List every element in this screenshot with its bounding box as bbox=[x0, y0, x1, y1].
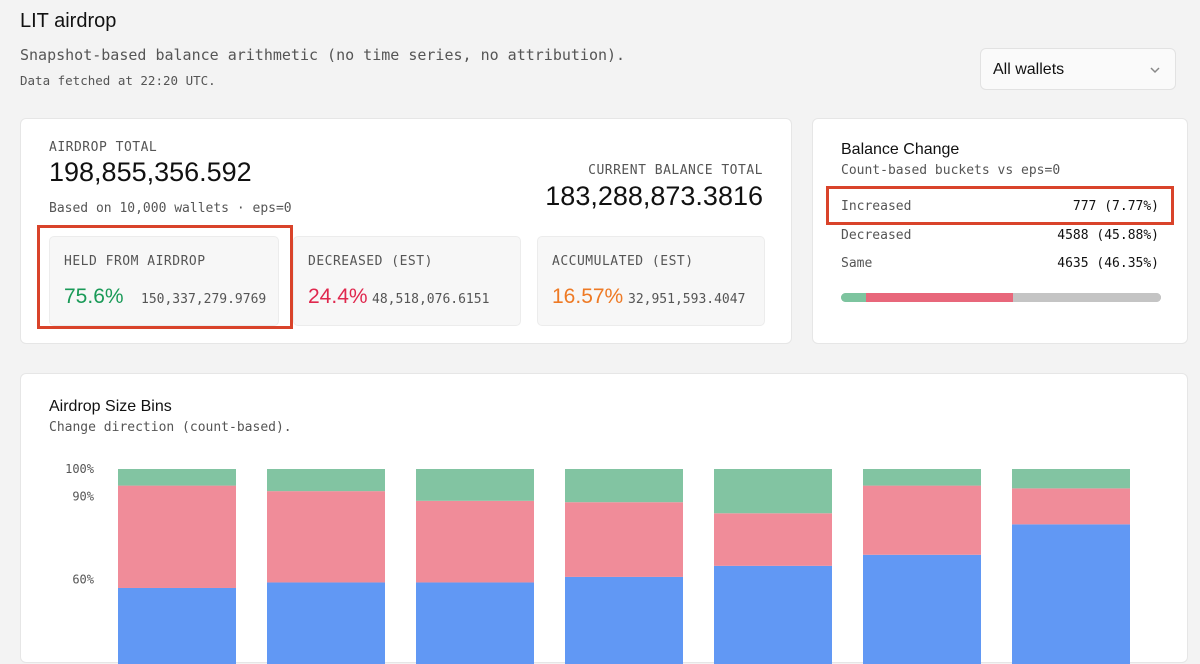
balance-row-value: 4635 (46.35%) bbox=[1057, 256, 1159, 271]
accumulated-tile: ACCUMULATED (EST) 16.57% 32,951,593.4047 bbox=[537, 236, 765, 326]
bar-segment-same bbox=[416, 582, 534, 664]
balance-change-title: Balance Change bbox=[841, 141, 960, 158]
bins-subtitle: Change direction (count-based). bbox=[49, 420, 292, 435]
bar-segment-increased bbox=[565, 469, 683, 503]
balance-distribution-bar bbox=[841, 293, 1161, 302]
bar-segment-same bbox=[1012, 524, 1130, 664]
bar-segment-same bbox=[863, 554, 981, 664]
accumulated-amount: 32,951,593.4047 bbox=[628, 292, 746, 307]
decreased-tile: DECREASED (EST) 24.4% 48,518,076.6151 bbox=[293, 236, 521, 326]
y-tick-label: 90% bbox=[72, 490, 94, 504]
held-label: HELD FROM AIRDROP bbox=[64, 254, 206, 269]
balance-row-name: Increased bbox=[841, 199, 912, 214]
summary-card: AIRDROP TOTAL 198,855,356.592 Based on 1… bbox=[20, 118, 792, 344]
current-balance-label: CURRENT BALANCE TOTAL bbox=[588, 163, 763, 178]
wallet-select[interactable]: All wallets bbox=[980, 48, 1176, 90]
bar-segment-same bbox=[267, 582, 385, 664]
balance-row-value: 4588 (45.88%) bbox=[1057, 228, 1159, 243]
balance-row-same: Same 4635 (46.35%) bbox=[841, 254, 1159, 274]
airdrop-total-value: 198,855,356.592 bbox=[49, 157, 252, 187]
bar-segment-decreased bbox=[1012, 488, 1130, 525]
current-balance-value: 183,288,873.3816 bbox=[545, 181, 763, 211]
balance-row-increased: Increased 777 (7.77%) bbox=[841, 197, 1159, 217]
bar-segment-decreased bbox=[863, 485, 981, 555]
held-amount: 150,337,279.9769 bbox=[141, 292, 267, 307]
balance-bar-segment-same bbox=[1012, 293, 1161, 302]
bar-segment-increased bbox=[416, 469, 534, 501]
decreased-percent: 24.4% bbox=[308, 285, 368, 308]
held-from-airdrop-tile: HELD FROM AIRDROP 75.6% 150,337,279.9769 bbox=[49, 236, 279, 326]
page-title: LIT airdrop bbox=[20, 10, 117, 32]
bar-segment-decreased bbox=[714, 513, 832, 566]
bar-segment-same bbox=[714, 565, 832, 664]
accumulated-percent: 16.57% bbox=[552, 285, 624, 308]
bar-segment-same bbox=[565, 576, 683, 664]
bar-segment-decreased bbox=[118, 485, 236, 588]
highlight-box-increased bbox=[826, 186, 1174, 225]
bar-segment-increased bbox=[1012, 469, 1130, 489]
decreased-amount: 48,518,076.6151 bbox=[372, 292, 490, 307]
bar-segment-increased bbox=[863, 469, 981, 486]
chevron-down-icon bbox=[1149, 63, 1161, 81]
balance-row-name: Decreased bbox=[841, 228, 912, 243]
balance-change-subtitle: Count-based buckets vs eps=0 bbox=[841, 163, 1061, 178]
airdrop-size-bins-card: Airdrop Size Bins Change direction (coun… bbox=[20, 373, 1188, 664]
bar-segment-increased bbox=[714, 469, 832, 514]
page-subtitle: Snapshot-based balance arithmetic (no ti… bbox=[20, 46, 626, 64]
bins-title: Airdrop Size Bins bbox=[49, 398, 172, 415]
bar-segment-decreased bbox=[565, 502, 683, 577]
y-tick-label: 100% bbox=[65, 462, 95, 476]
bar-segment-decreased bbox=[416, 500, 534, 583]
fetched-timestamp: Data fetched at 22:20 UTC. bbox=[20, 73, 216, 88]
bar-segment-increased bbox=[267, 469, 385, 492]
balance-row-decreased: Decreased 4588 (45.88%) bbox=[841, 226, 1159, 246]
bar-segment-same bbox=[118, 587, 236, 664]
y-tick-label: 60% bbox=[72, 573, 94, 587]
balance-bar-segment-decreased bbox=[865, 293, 1013, 302]
balance-row-value: 777 (7.77%) bbox=[1072, 199, 1159, 214]
based-on-text: Based on 10,000 wallets · eps=0 bbox=[49, 201, 292, 216]
bar-segment-increased bbox=[118, 469, 236, 486]
bar-segment-decreased bbox=[267, 491, 385, 583]
held-percent: 75.6% bbox=[64, 285, 124, 308]
highlight-box-held bbox=[37, 225, 293, 329]
balance-change-card: Balance Change Count-based buckets vs ep… bbox=[812, 118, 1188, 344]
balance-row-name: Same bbox=[841, 256, 873, 271]
balance-bar-segment-increased bbox=[841, 293, 866, 302]
decreased-label: DECREASED (EST) bbox=[308, 254, 433, 269]
accumulated-label: ACCUMULATED (EST) bbox=[552, 254, 694, 269]
airdrop-size-bins-chart: 100% 90% 60% bbox=[65, 462, 1130, 664]
wallet-select-value: All wallets bbox=[993, 61, 1065, 78]
airdrop-total-label: AIRDROP TOTAL bbox=[49, 140, 158, 155]
